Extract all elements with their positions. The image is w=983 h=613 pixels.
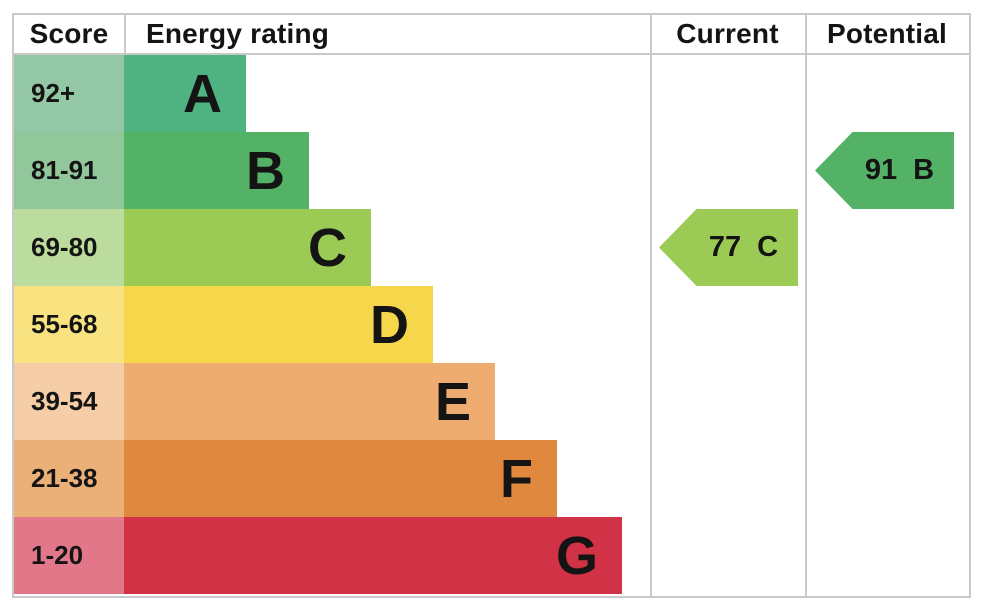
band-row-f: 21-38 F bbox=[14, 440, 969, 517]
header-current: Current bbox=[676, 18, 779, 49]
divider-header-bottom bbox=[14, 53, 969, 55]
band-row-c: 69-80 C bbox=[14, 209, 969, 286]
band-f-bar: F bbox=[124, 440, 557, 517]
current-rating-value: 77 bbox=[708, 231, 742, 263]
band-g-letter: G bbox=[555, 525, 598, 586]
band-g-bar: G bbox=[124, 517, 622, 594]
band-b-bar: B bbox=[124, 132, 309, 209]
potential-rating-value: 91 bbox=[864, 154, 898, 186]
header-score: Score bbox=[29, 18, 109, 49]
band-a-letter: A bbox=[183, 63, 222, 124]
band-row-g: 1-20 G bbox=[14, 517, 969, 594]
band-b-letter: B bbox=[246, 140, 285, 201]
band-row-b: 81-91 B bbox=[14, 132, 969, 209]
band-a-score: 92+ bbox=[14, 55, 124, 132]
band-d-letter: D bbox=[370, 294, 409, 355]
potential-rating-letter: B bbox=[913, 154, 935, 186]
band-f-letter: F bbox=[500, 448, 533, 509]
divider-current-left bbox=[650, 15, 652, 596]
band-c-score: 69-80 bbox=[14, 209, 124, 286]
header-energy-rating: Energy rating bbox=[146, 18, 330, 49]
band-row-d: 55-68 D bbox=[14, 286, 969, 363]
epc-rating-chart: Score Energy rating Current Potential 92… bbox=[12, 13, 971, 598]
band-rows: 92+ A 81-91 B 69-80 C 55-68 D 39-54 bbox=[14, 55, 969, 594]
band-c-bar: C bbox=[124, 209, 371, 286]
header-potential: Potential bbox=[826, 18, 948, 49]
band-c-letter: C bbox=[308, 217, 347, 278]
band-g-score: 1-20 bbox=[14, 517, 124, 594]
band-e-bar: E bbox=[124, 363, 495, 440]
band-d-score: 55-68 bbox=[14, 286, 124, 363]
band-a-bar: A bbox=[124, 55, 246, 132]
band-d-bar: D bbox=[124, 286, 433, 363]
band-e-letter: E bbox=[434, 371, 471, 432]
band-f-score: 21-38 bbox=[14, 440, 124, 517]
band-row-a: 92+ A bbox=[14, 55, 969, 132]
band-row-e: 39-54 E bbox=[14, 363, 969, 440]
current-rating-letter: C bbox=[757, 231, 779, 263]
band-b-score: 81-91 bbox=[14, 132, 124, 209]
band-e-score: 39-54 bbox=[14, 363, 124, 440]
chart-header: Score Energy rating Current Potential bbox=[14, 15, 969, 53]
divider-score-energy bbox=[124, 15, 126, 53]
divider-current-potential bbox=[805, 15, 807, 596]
